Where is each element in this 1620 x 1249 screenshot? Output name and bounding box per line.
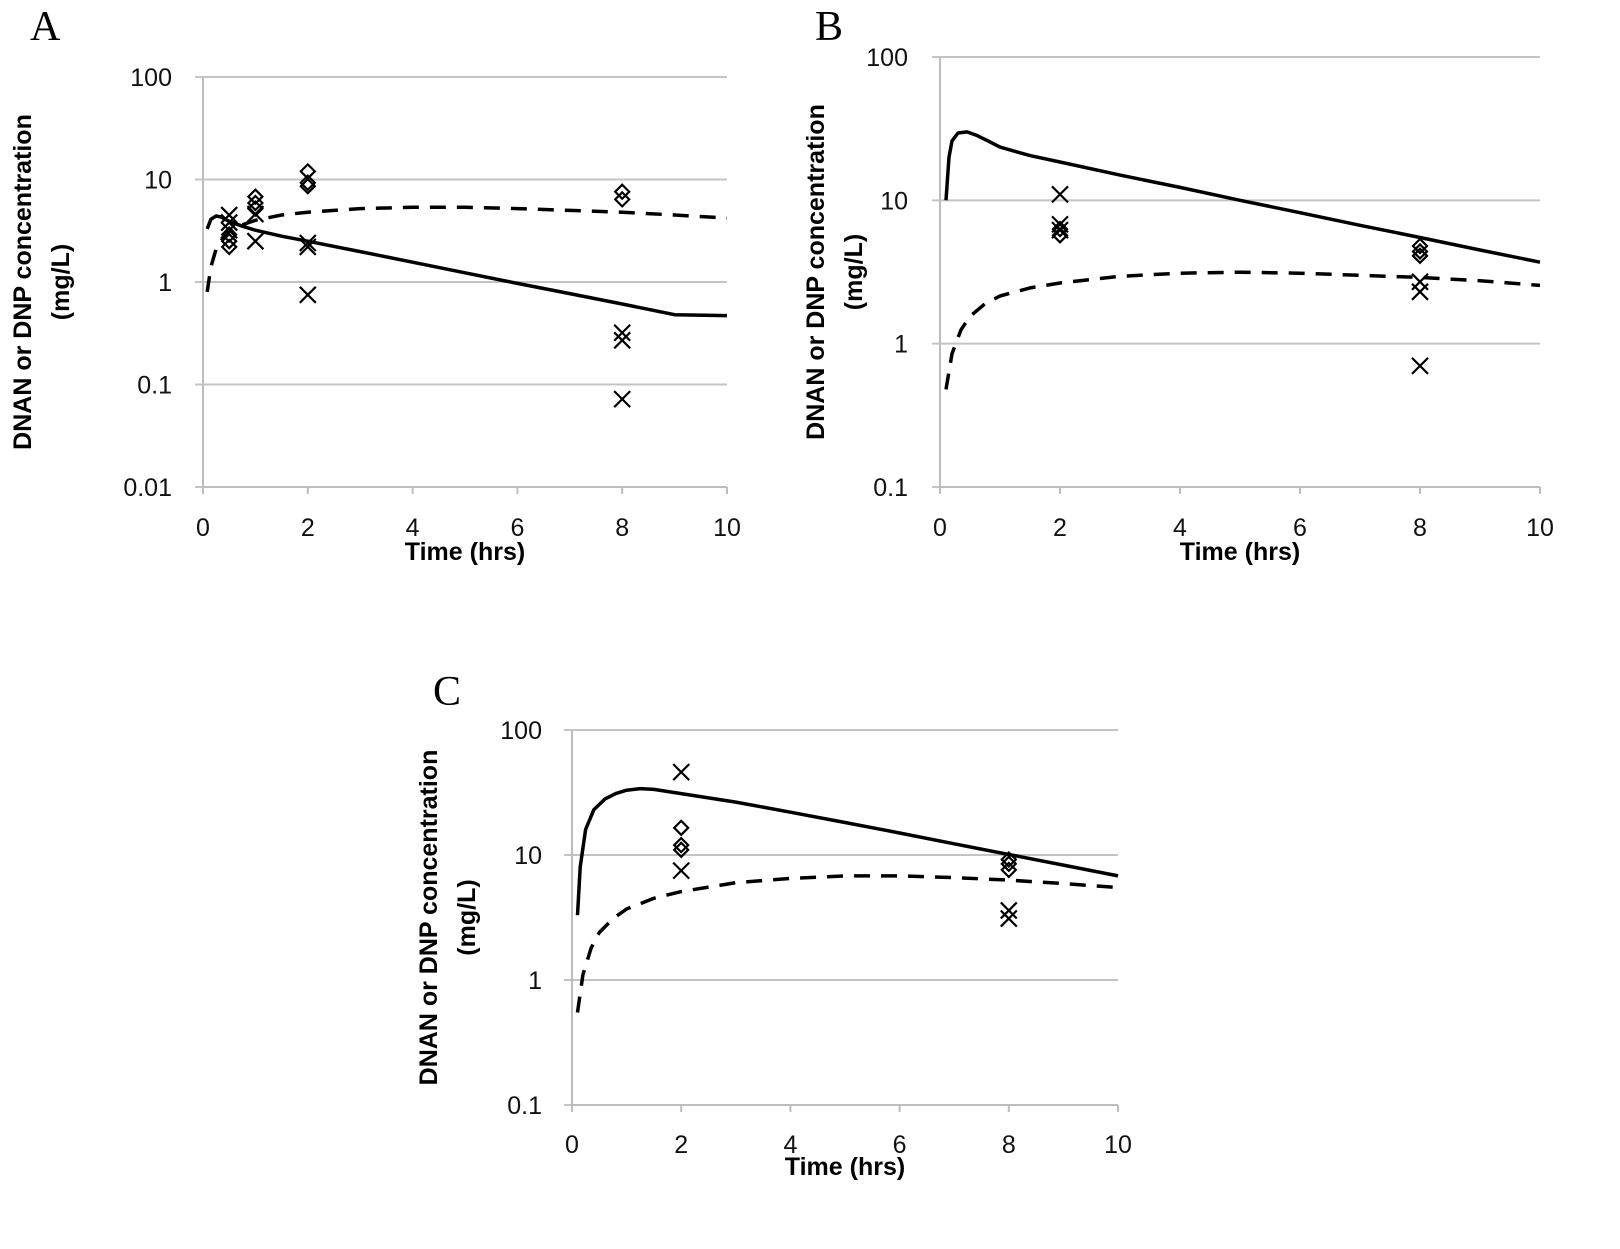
dnan-observed-point (246, 232, 265, 250)
y-axis-label-units: (mg/L) (47, 244, 75, 320)
dnp-model-curve (205, 205, 728, 293)
x-tick-label: 8 (615, 514, 629, 542)
x-tick-label: 6 (510, 514, 524, 542)
x-tick-label: 0 (565, 1131, 579, 1159)
dnp-observed-point (246, 200, 264, 218)
y-tick-label: 1 (528, 967, 542, 995)
dnan-observed-point (220, 206, 238, 224)
panel-c: C 0.1 1 10 100 0 2 4 6 8 10 Time (hrs) DNAN or DNP c… (415, 669, 1132, 1181)
y-tick-label: 1 (894, 331, 908, 359)
x-axis-label: Time (hrs) (785, 1153, 905, 1181)
x-tick-label: 4 (406, 514, 420, 542)
dnp-observed-point (672, 819, 690, 837)
dnp-observed-point (246, 194, 264, 212)
dnan-observed-point (220, 213, 238, 232)
x-tick-label: 2 (1053, 514, 1067, 542)
dnan-observed-point (1411, 283, 1429, 301)
dnp-observed-point (1051, 226, 1069, 244)
x-tick-label: 8 (1413, 514, 1427, 542)
y-axis-label: DNAN or DNP concentration (9, 114, 37, 450)
dnan-model-curve (575, 786, 1119, 916)
panel-letter: B (815, 4, 843, 50)
x-axis-label: Time (hrs) (405, 538, 525, 566)
dnan-observed-point (1000, 901, 1018, 920)
dnp-observed-point (613, 190, 631, 208)
dnp-observed-point (672, 841, 690, 859)
dnp-observed-point (299, 177, 317, 195)
dnan-observed-point (1411, 357, 1429, 375)
y-tick-label: 0.1 (137, 372, 172, 400)
dnan-observed-point (299, 286, 317, 304)
panel-letter: A (30, 4, 61, 50)
dnp-observed-point (613, 183, 631, 201)
panel-letter: C (433, 669, 461, 715)
y-tick-label: 100 (500, 717, 542, 745)
y-tick-label: 100 (866, 44, 908, 72)
x-tick-label: 6 (1293, 514, 1307, 542)
dnan-observed-point (613, 323, 631, 342)
dnan-observed-point (1000, 909, 1018, 928)
dnp-observed-point (1000, 850, 1018, 869)
y-tick-label: 10 (880, 187, 908, 215)
x-tick-label: 4 (1173, 514, 1187, 542)
dnp-model-curve (944, 270, 1541, 390)
x-axis-label: Time (hrs) (1180, 538, 1300, 566)
y-tick-label: 1 (158, 269, 172, 297)
dnp-model-curve (575, 874, 1119, 1013)
x-tick-label: 2 (301, 514, 315, 542)
dnan-observed-point (672, 763, 690, 781)
dnp-observed-point (246, 188, 264, 206)
y-tick-label: 10 (144, 167, 172, 195)
y-tick-label: 0.1 (873, 474, 908, 502)
y-axis-label-units: (mg/L) (840, 234, 868, 310)
dnan-observed-point (1051, 221, 1069, 239)
y-tick-label: 100 (130, 64, 172, 92)
y-axis-label-units: (mg/L) (453, 879, 481, 955)
y-axis-label: DNAN or DNP concentration (415, 750, 443, 1086)
dnp-observed-point (220, 232, 238, 250)
y-tick-label: 0.01 (123, 474, 172, 502)
x-tick-label: 0 (196, 514, 210, 542)
dnan-observed-point (672, 861, 690, 880)
x-tick-label: 10 (1104, 1131, 1132, 1159)
dnp-observed-point (1411, 242, 1429, 260)
dnp-observed-point (299, 174, 317, 192)
dnan-observed-point (613, 331, 631, 350)
y-axis-label: DNAN or DNP concentration (802, 104, 830, 440)
y-tick-label: 0.1 (507, 1092, 542, 1120)
x-tick-label: 6 (893, 1131, 907, 1159)
x-tick-label: 8 (1002, 1131, 1016, 1159)
panel-b: B 0.1 1 10 100 0 2 4 6 8 10 Time (hrs) DNAN or DNP c… (802, 4, 1554, 566)
y-tick-label: 10 (514, 842, 542, 870)
dnan-observed-point (1051, 185, 1069, 204)
dnp-observed-point (1411, 237, 1429, 255)
x-tick-label: 2 (674, 1131, 688, 1159)
dnan-model-curve (944, 130, 1541, 264)
x-tick-label: 10 (1526, 514, 1554, 542)
dnp-observed-point (220, 226, 238, 244)
dnp-observed-point (1411, 247, 1429, 265)
x-tick-label: 4 (783, 1131, 797, 1159)
panel-a: A 0.01 0.1 1 10 100 0 2 4 6 8 10 Time (hrs) DNAN or D… (9, 4, 741, 566)
dnp-observed-point (672, 836, 690, 854)
dnan-observed-point (299, 238, 317, 256)
dnp-observed-point (220, 238, 238, 256)
dnan-observed-point (299, 234, 317, 252)
dnp-observed-point (1051, 220, 1069, 238)
dnan-observed-point (613, 390, 631, 408)
dnp-observed-point (1000, 855, 1018, 873)
x-tick-label: 0 (933, 514, 947, 542)
dnp-observed-point (1000, 861, 1018, 879)
dnan-model-curve (205, 214, 728, 318)
x-tick-label: 10 (713, 514, 741, 542)
